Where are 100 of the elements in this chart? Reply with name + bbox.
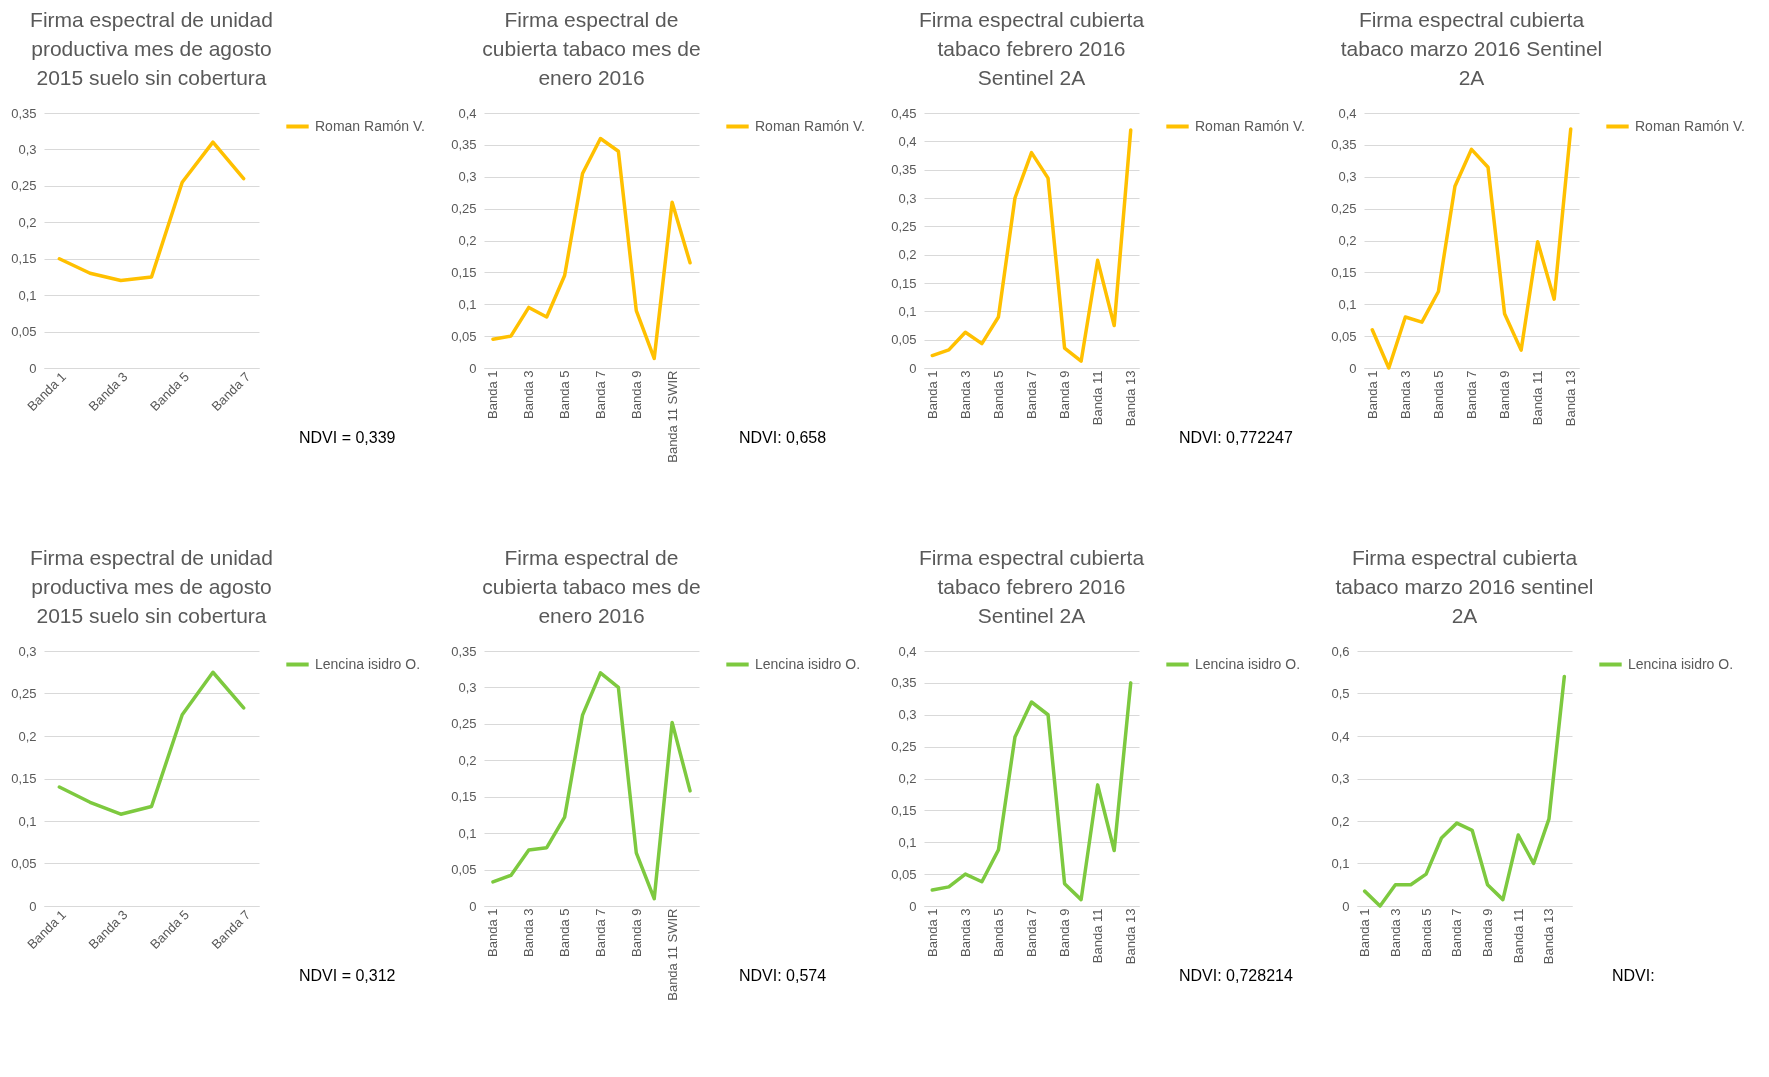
y-tick-label: 0,2 xyxy=(458,752,477,768)
y-tick-label: 0,45 xyxy=(891,105,917,121)
y-tick-label: 0,35 xyxy=(451,137,477,153)
text: NDVI: 0,658 xyxy=(739,429,827,446)
y-tick-label: 0,4 xyxy=(458,105,477,121)
x-tick-label: Banda 11 xyxy=(1090,908,1106,964)
text: NDVI = 0,339 xyxy=(299,429,396,446)
legend-label: Roman Ramón V. xyxy=(315,117,425,134)
text: NDVI: 0,772247 xyxy=(1179,429,1293,446)
y-tick-label: 0,25 xyxy=(451,201,477,217)
legend-label: Roman Ramón V. xyxy=(1195,117,1305,134)
y-tick-label: 0,15 xyxy=(451,789,477,805)
line-series xyxy=(491,136,692,361)
x-tick-label: Banda 5 xyxy=(557,370,573,419)
y-tick-label: 0,35 xyxy=(451,643,477,659)
line-series xyxy=(491,671,692,901)
y-tick-label: 0 xyxy=(469,898,477,914)
y-tick-label: 0,05 xyxy=(451,862,477,878)
x-tick-label: Banda 3 xyxy=(1387,908,1403,957)
y-tick-label: 0,05 xyxy=(1331,328,1357,344)
line-series xyxy=(57,670,246,816)
y-tick-label: 0,25 xyxy=(11,178,37,194)
x-tick-label: Banda 7 xyxy=(592,908,608,957)
y-tick-label: 0,05 xyxy=(11,324,37,340)
y-tick-label: 0,15 xyxy=(1331,264,1357,280)
x-tick-label: Banda 11 xyxy=(1510,908,1526,964)
x-tick-label: Banda 3 xyxy=(521,908,537,957)
chart-title: Firma espectral de unidad productiva mes de agosto 2015 suelo sin cobertura xyxy=(30,8,273,89)
x-tick-label: Banda 3 xyxy=(1397,370,1413,419)
line-series xyxy=(1362,674,1567,908)
x-tick-label: Banda 9 xyxy=(628,370,644,419)
y-tick-label: 0 xyxy=(1342,898,1350,914)
y-tick-label: 0,2 xyxy=(898,247,917,263)
legend-label: Lencina isidro O. xyxy=(1628,655,1734,672)
y-tick-label: 0 xyxy=(909,898,917,914)
x-tick-label: Banda 5 xyxy=(1430,370,1446,419)
x-tick-label: Banda 9 xyxy=(1057,370,1073,419)
y-tick-label: 0,1 xyxy=(18,813,37,829)
x-tick-label: Banda 13 xyxy=(1563,370,1579,427)
y-tick-label: 0,3 xyxy=(458,679,477,695)
x-tick-label: Banda 5 xyxy=(557,908,573,957)
x-tick-label: Banda 13 xyxy=(1123,908,1139,965)
y-tick-label: 0,1 xyxy=(458,296,477,312)
x-tick-label: Banda 1 xyxy=(485,370,501,419)
y-tick-label: 0,25 xyxy=(451,716,477,732)
y-tick-label: 0,3 xyxy=(898,707,917,723)
y-tick-label: 0,05 xyxy=(451,328,477,344)
y-tick-label: 0,4 xyxy=(898,133,917,149)
y-tick-label: 0,35 xyxy=(891,162,917,178)
x-tick-label: Banda 7 xyxy=(1449,908,1465,957)
y-tick-label: 0 xyxy=(29,898,37,914)
line-series xyxy=(930,128,1133,363)
chart-title: Firma espectral cubierta tabaco febrero 2016 Sentinel 2A xyxy=(918,546,1145,627)
line-series xyxy=(930,681,1133,902)
x-tick-label: Banda 11 xyxy=(1530,370,1546,426)
x-tick-label: Banda 9 xyxy=(1497,370,1513,419)
y-tick-label: 0,15 xyxy=(11,771,37,786)
y-tick-label: 0,2 xyxy=(18,728,37,744)
x-tick-label: Banda 9 xyxy=(628,908,644,957)
x-tick-label: Banda 5 xyxy=(990,908,1006,957)
y-tick-label: 0 xyxy=(29,360,37,376)
x-tick-label: Banda 1 xyxy=(924,370,940,419)
y-tick-label: 0,4 xyxy=(898,643,917,659)
y-tick-label: 0,2 xyxy=(18,214,37,230)
y-tick-label: 0,1 xyxy=(1338,296,1357,312)
y-tick-label: 0,5 xyxy=(1331,686,1350,701)
chart-title: Firma espectral cubierta tabaco marzo 2016 Sentinel 2A xyxy=(1340,8,1603,89)
y-tick-label: 0,3 xyxy=(1338,169,1357,185)
y-tick-label: 0,05 xyxy=(11,856,37,871)
y-tick-label: 0,25 xyxy=(891,218,917,234)
x-tick-label: Banda 7 xyxy=(1024,370,1039,419)
x-tick-label: Banda 5 xyxy=(990,370,1006,419)
chart-title: Firma espectral de unidad productiva mes de agosto 2015 suelo sin cobertura xyxy=(30,546,273,627)
y-tick-label: 0,25 xyxy=(11,686,37,701)
text: NDVI = 0,312 xyxy=(299,967,396,984)
y-tick-label: 0,3 xyxy=(18,141,37,157)
y-tick-label: 0 xyxy=(909,360,917,376)
y-tick-label: 0,25 xyxy=(1331,201,1357,217)
x-tick-label: Banda 1 xyxy=(1364,370,1380,419)
y-tick-label: 0,1 xyxy=(458,825,477,841)
x-tick-label: Banda 13 xyxy=(1541,908,1557,965)
chart-title: Firma espectral de cubierta tabaco mes de enero 2016 xyxy=(482,8,701,89)
x-tick-label: Banda 7 xyxy=(1024,908,1039,957)
y-tick-label: 0,2 xyxy=(458,233,477,248)
x-tick-label: Banda 1 xyxy=(924,908,940,957)
legend-label: Roman Ramón V. xyxy=(755,117,865,134)
x-tick-label: Banda 11 SWIR xyxy=(664,908,680,1001)
y-tick-label: 0,25 xyxy=(891,739,917,755)
x-tick-label: Banda 5 xyxy=(1418,908,1434,957)
y-tick-label: 0,6 xyxy=(1331,643,1350,659)
y-tick-label: 0,35 xyxy=(891,675,917,691)
x-tick-label: Banda 7 xyxy=(1464,370,1479,419)
y-tick-label: 0,3 xyxy=(18,643,37,659)
text: NDVI: 0,728214 xyxy=(1179,967,1293,984)
y-tick-label: 0,15 xyxy=(11,251,37,267)
y-tick-label: 0,3 xyxy=(898,190,917,206)
x-tick-label: Banda 13 xyxy=(1123,370,1139,427)
x-tick-label: Banda 3 xyxy=(957,370,973,419)
line-series xyxy=(57,140,246,283)
x-tick-label: Banda 7 xyxy=(592,370,608,419)
